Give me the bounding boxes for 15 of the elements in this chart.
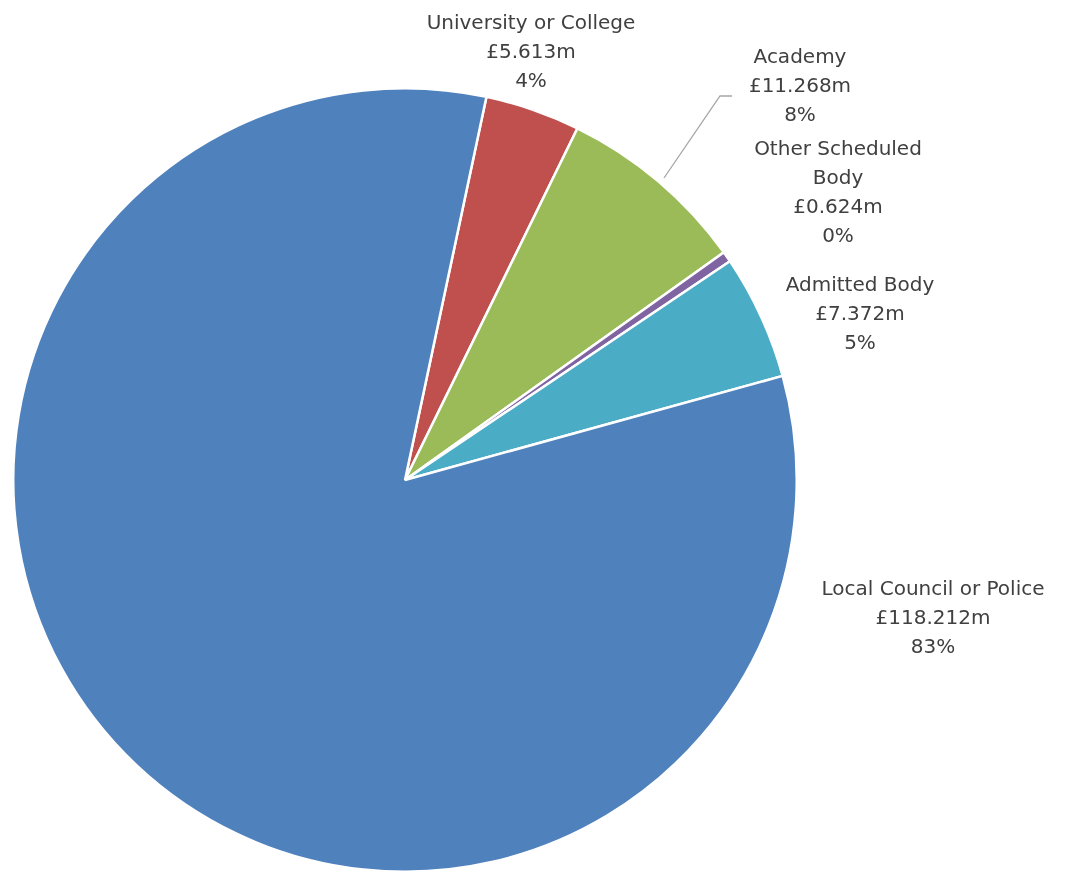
- slice-label: Other Scheduled Body: [754, 136, 922, 190]
- slice-label: Academy: [753, 44, 847, 69]
- text: 4%: [515, 68, 547, 93]
- text: 83%: [910, 634, 956, 659]
- text: 0%: [822, 223, 854, 248]
- data-label: £0.624m: [793, 194, 883, 219]
- text: 8%: [784, 102, 816, 127]
- text: 5%: [844, 330, 876, 355]
- data-label: £11.268m: [748, 73, 852, 98]
- data-label: £5.613m: [486, 39, 576, 64]
- slice-label: Local Council or Police: [821, 576, 1045, 601]
- slice-label: University or College: [426, 10, 636, 35]
- data-label: £118.212m: [875, 605, 991, 630]
- data-label: £7.372m: [815, 301, 905, 326]
- slice-label: Admitted Body: [785, 272, 935, 297]
